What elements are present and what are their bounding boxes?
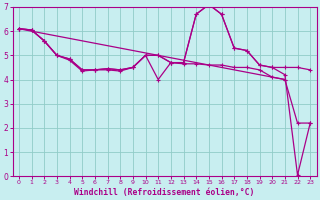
X-axis label: Windchill (Refroidissement éolien,°C): Windchill (Refroidissement éolien,°C) [74,188,255,197]
